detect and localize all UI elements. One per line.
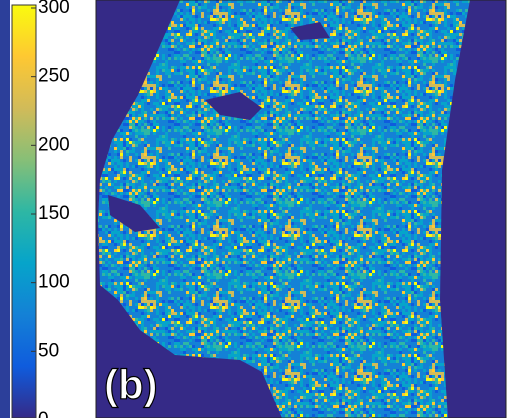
- colorbar-tick-label: 0: [38, 409, 49, 418]
- left-edge: [0, 0, 10, 418]
- heatmap-field: [98, 0, 470, 418]
- colorbar-tick-label: 200: [38, 134, 70, 155]
- colorbar-tick-label: 100: [38, 272, 70, 293]
- colorbar-tick-label: 300: [38, 0, 70, 18]
- colorbar-tick-label: 50: [38, 340, 59, 361]
- colorbar: [11, 4, 37, 418]
- panel-label: (b): [104, 361, 158, 408]
- colorbar-tick-label: 250: [38, 66, 70, 87]
- colorbar-tick-label: 150: [38, 203, 70, 224]
- axes-frame: [95, 0, 507, 418]
